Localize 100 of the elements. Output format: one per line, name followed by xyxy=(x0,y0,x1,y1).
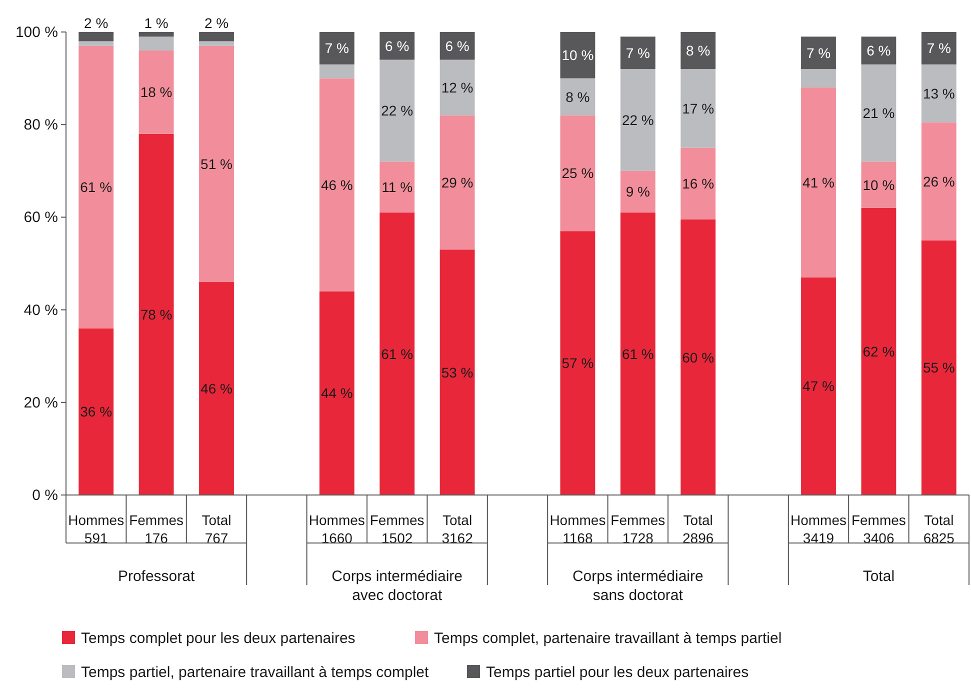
data-label: 61 % xyxy=(622,346,654,362)
bar xyxy=(319,291,354,495)
data-label: 13 % xyxy=(922,85,955,102)
bar xyxy=(861,162,896,208)
data-label: 6 % xyxy=(385,38,410,54)
data-label: 6 % xyxy=(445,38,470,54)
data-label: 16 % xyxy=(682,176,714,192)
y-tick-label: 60 % xyxy=(24,209,58,226)
text: Corps intermédiaire sans doctorat xyxy=(572,568,704,604)
bar xyxy=(921,240,956,495)
bar xyxy=(138,50,174,134)
bar xyxy=(138,32,174,37)
bar xyxy=(380,32,415,60)
legend-label: Temps complet pour les deux partenaires xyxy=(81,630,356,647)
data-label: 10 % xyxy=(862,176,895,193)
bar xyxy=(620,212,656,495)
bar xyxy=(199,282,234,495)
bar xyxy=(801,277,836,495)
bar xyxy=(560,78,596,116)
bar xyxy=(440,250,475,495)
data-label: 47 % xyxy=(802,378,834,394)
data-label: 2 % xyxy=(84,15,108,31)
data-label: 21 % xyxy=(862,105,895,122)
bar xyxy=(380,162,415,213)
bar xyxy=(801,69,836,88)
data-label: 46 % xyxy=(200,380,232,397)
bar xyxy=(440,115,475,250)
bar xyxy=(620,36,656,70)
data-label: 62 % xyxy=(862,343,895,360)
data-label: 6 % xyxy=(866,42,891,59)
data-label: 2 % xyxy=(204,15,229,31)
data-label: 61 % xyxy=(80,179,112,196)
bar xyxy=(199,46,234,282)
data-label: 78 % xyxy=(140,306,172,322)
bar xyxy=(138,134,174,495)
bar xyxy=(801,88,836,278)
bar xyxy=(319,78,354,292)
data-label: 44 % xyxy=(320,385,353,402)
data-label: 7 % xyxy=(626,44,650,61)
bar xyxy=(380,60,415,162)
data-label: 22 % xyxy=(622,112,654,128)
bar xyxy=(861,64,896,162)
bar xyxy=(680,220,716,495)
bar xyxy=(78,328,114,495)
bar xyxy=(199,41,234,46)
bar xyxy=(138,36,174,51)
bar xyxy=(319,64,354,78)
data-label: 12 % xyxy=(441,80,474,96)
data-label: 46 % xyxy=(320,176,353,193)
data-label: 53 % xyxy=(441,364,474,380)
bar xyxy=(861,208,896,495)
data-label: 26 % xyxy=(922,173,955,190)
text: Total xyxy=(862,568,895,585)
y-tick-label: 40 % xyxy=(24,302,58,319)
data-label: 60 % xyxy=(682,349,714,366)
data-label: 8 % xyxy=(566,88,590,105)
bar xyxy=(801,36,836,70)
data-label: 22 % xyxy=(381,102,414,119)
data-label: 29 % xyxy=(441,174,474,190)
data-label: 1 % xyxy=(144,15,168,31)
data-label: 25 % xyxy=(562,165,594,182)
bar xyxy=(560,115,596,232)
bar xyxy=(680,32,716,70)
legend-label: Temps partiel, partenaire travaillant à temps complet xyxy=(81,664,430,681)
bar xyxy=(199,32,234,42)
bar xyxy=(861,36,896,64)
data-label: 36 % xyxy=(80,404,112,420)
x-tick-label: Total 767 xyxy=(202,512,232,546)
bar xyxy=(78,41,114,46)
bar xyxy=(380,212,415,495)
bar xyxy=(560,32,596,78)
bar xyxy=(620,69,656,171)
data-label: 17 % xyxy=(682,100,714,116)
data-label: 55 % xyxy=(922,360,955,376)
text: Corps intermédiaire avec doctorat xyxy=(332,568,463,604)
bar xyxy=(560,231,596,495)
legend-label: Temps partiel pour les deux partenaires xyxy=(486,664,749,681)
bar xyxy=(319,32,354,64)
data-label: 51 % xyxy=(200,156,232,172)
y-tick-label: 80 % xyxy=(24,116,58,134)
bar xyxy=(921,64,956,122)
y-tick-label: 100 % xyxy=(15,24,58,41)
bar xyxy=(78,46,114,328)
data-label: 8 % xyxy=(686,42,710,59)
bar xyxy=(78,32,114,42)
data-label: 7 % xyxy=(324,40,349,56)
bar xyxy=(921,32,956,64)
bar xyxy=(680,69,716,148)
data-label: 11 % xyxy=(382,179,413,196)
y-tick-label: 0 % xyxy=(32,487,58,504)
bar xyxy=(620,170,656,213)
legend-label: Temps complet, partenaire travaillant à temps partiel xyxy=(434,630,782,647)
data-label: 61 % xyxy=(381,346,414,362)
bar xyxy=(680,148,716,220)
data-label: 18 % xyxy=(140,84,172,100)
text: Professorat xyxy=(118,568,196,585)
data-label: 10 % xyxy=(562,47,594,64)
data-label: 7 % xyxy=(926,40,951,56)
y-tick-label: 20 % xyxy=(24,394,58,412)
bar xyxy=(440,32,475,60)
